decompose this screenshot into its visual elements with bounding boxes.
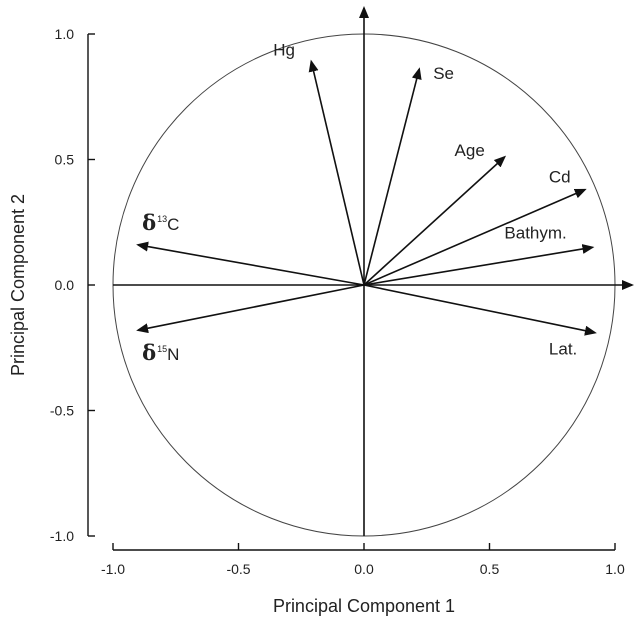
y-axis-title: Principal Component 2 <box>8 194 28 376</box>
vector-cd <box>363 188 587 286</box>
x-ticks: -1.0 -0.5 0.0 0.5 1.0 <box>101 543 625 577</box>
x-tick-label: 1.0 <box>605 561 625 577</box>
vector--15n <box>136 284 365 334</box>
vector-label--15n: δ15N <box>142 340 179 365</box>
vector-label--13c: δ13C <box>142 210 179 235</box>
vector-age <box>363 155 507 286</box>
vector-label-cd: Cd <box>549 168 571 187</box>
y-tick-label: 0.5 <box>55 152 75 168</box>
vector--13c <box>136 241 365 286</box>
y-tick-label: -0.5 <box>50 403 74 419</box>
x-tick-label: -0.5 <box>226 561 250 577</box>
vector-hg <box>308 59 365 286</box>
x-tick-label: 0.0 <box>354 561 374 577</box>
vector-label-se: Se <box>433 64 454 83</box>
vector-se <box>363 67 422 286</box>
x-axis-title: Principal Component 1 <box>273 596 455 616</box>
y-tick-label: 1.0 <box>55 26 75 42</box>
y-tick-label: -1.0 <box>50 528 74 544</box>
loading-vectors: Hg Se Age Cd Bathym. Lat. δ13C δ15N <box>136 41 597 365</box>
vector-bathym <box>363 244 595 286</box>
vector-lat <box>363 284 597 336</box>
y-ticks: 1.0 0.5 0.0 -0.5 -1.0 <box>50 26 95 544</box>
vector-label-bathym: Bathym. <box>504 223 566 242</box>
x-tick-label: -1.0 <box>101 561 125 577</box>
y-tick-label: 0.0 <box>55 277 75 293</box>
vector-label-lat: Lat. <box>549 340 577 359</box>
vector-label-hg: Hg <box>273 41 295 60</box>
x-tick-label: 0.5 <box>480 561 500 577</box>
vector-label-age: Age <box>455 141 485 160</box>
